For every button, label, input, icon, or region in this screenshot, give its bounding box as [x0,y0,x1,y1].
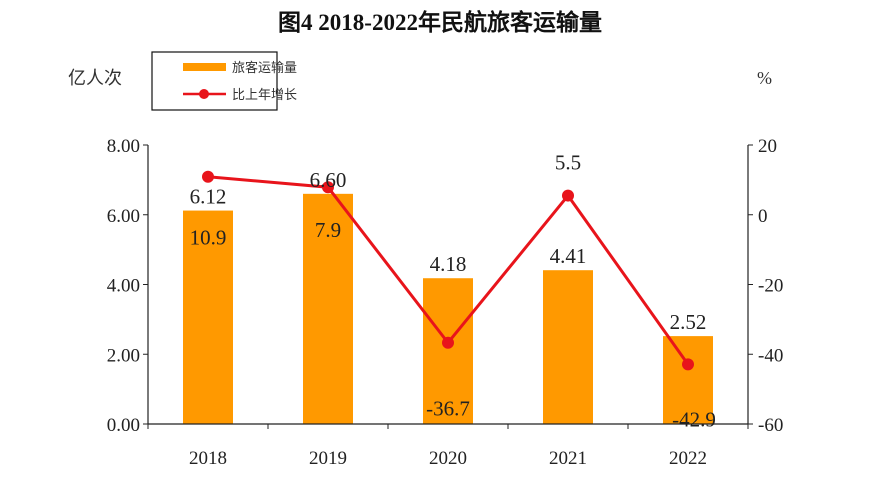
growth-point-2022 [682,358,694,371]
left-tick-label: 2.00 [107,345,140,366]
left-axis-unit: 亿人次 [68,68,122,88]
bar-2020 [423,278,473,424]
bar-2019 [303,193,353,424]
x-tick-label: 2021 [549,448,587,469]
growth-point-2020 [442,336,454,349]
left-tick-label: 8.00 [107,136,140,157]
bar-value-label: 2.52 [670,310,707,334]
growth-value-label: -36.7 [426,397,470,421]
right-tick-label: 0 [758,206,768,227]
growth-point-2021 [562,189,574,202]
left-tick-label: 4.00 [107,276,140,297]
bar-value-label: 6.12 [190,185,227,209]
growth-value-label: 5.5 [555,151,581,175]
x-tick-label: 2022 [669,448,707,469]
bar-2022 [663,336,713,424]
x-tick-label: 2020 [429,448,467,469]
right-tick-label: -60 [758,415,783,436]
right-tick-label: 20 [758,136,777,157]
growth-point-2018 [202,170,214,183]
left-tick-label: 0.00 [107,415,140,436]
chart-title: 图4 2018-2022年民航旅客运输量 [278,9,602,35]
legend: 旅客运输量 比上年增长 [151,51,297,111]
legend-label-bar: 旅客运输量 [232,60,297,75]
x-tick-label: 2019 [309,448,347,469]
legend-label-line: 比上年增长 [232,87,297,102]
bar-value-label: 4.18 [430,252,467,276]
left-tick-label: 6.00 [107,206,140,227]
growth-value-label: 7.9 [315,218,341,242]
right-axis-unit: % [757,68,772,88]
bar-2021 [543,270,593,424]
bar-value-label: 6.60 [310,168,347,192]
growth-point-2019 [322,181,334,194]
growth-value-label: 10.9 [190,226,227,250]
legend-box [151,51,278,111]
legend-bar-swatch [183,63,226,71]
right-tick-label: -40 [758,345,783,366]
growth-value-label: -42.9 [672,407,716,431]
legend-line-marker [199,89,209,99]
bar-2018 [183,210,233,424]
x-tick-label: 2018 [189,448,227,469]
right-tick-label: -20 [758,276,783,297]
bar-value-label: 4.41 [550,244,587,268]
